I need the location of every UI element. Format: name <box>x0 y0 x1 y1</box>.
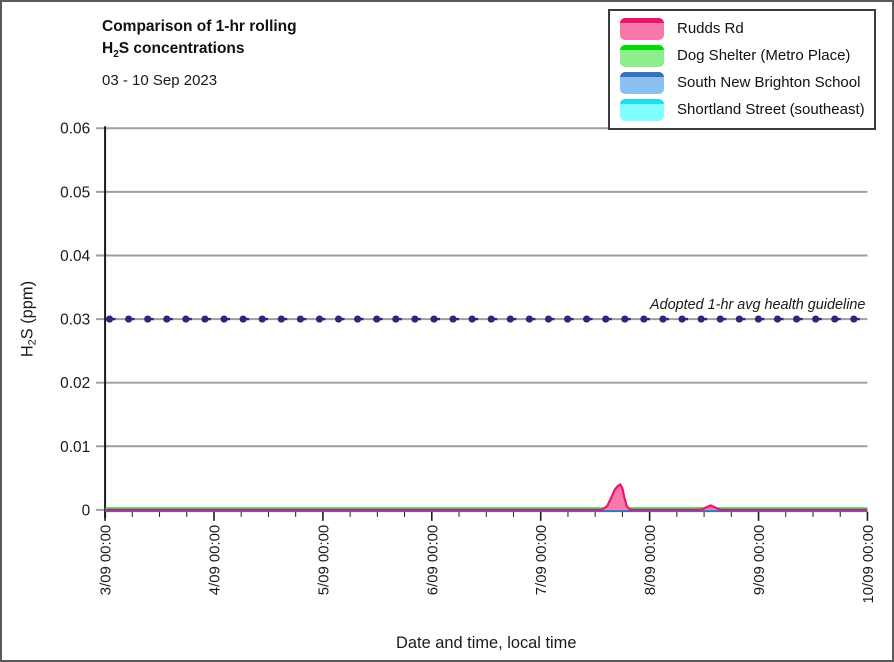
svg-text:0.04: 0.04 <box>60 248 90 265</box>
svg-text:10/09 00:00: 10/09 00:00 <box>861 525 877 604</box>
legend-swatch <box>620 44 664 67</box>
svg-text:0.05: 0.05 <box>60 184 90 201</box>
x-axis-ticks <box>104 511 869 521</box>
svg-text:7/09 00:00: 7/09 00:00 <box>534 525 550 595</box>
y-gridlines <box>96 127 868 511</box>
chart-title-block: Comparison of 1-hr rolling H2S concentra… <box>102 16 297 89</box>
legend-label: Shortland Street (southeast) <box>677 101 865 118</box>
svg-text:5/09 00:00: 5/09 00:00 <box>316 525 332 595</box>
chart-title-line1: Comparison of 1-hr rolling <box>102 18 297 35</box>
svg-text:0.01: 0.01 <box>60 439 90 456</box>
legend-item-1: Rudds Rd <box>620 16 864 41</box>
legend-label: South New Brighton School <box>677 74 861 91</box>
data-series <box>105 482 868 513</box>
series-line-0 <box>105 482 868 512</box>
legend-item-2: Dog Shelter (Metro Place) <box>620 43 864 68</box>
y-axis-tick-labels: 0 0.01 0.02 0.03 0.04 0.05 0.06 <box>60 121 90 520</box>
x-axis-title: Date and time, local time <box>396 634 576 652</box>
svg-text:4/09 00:00: 4/09 00:00 <box>207 525 223 595</box>
legend-swatch <box>620 98 664 121</box>
chart-legend: Rudds Rd Dog Shelter (Metro Place) South N… <box>608 9 876 130</box>
series-line-3 <box>105 504 868 511</box>
health-guideline-label: Adopted 1-hr avg health guideline <box>649 297 865 313</box>
legend-item-4: Shortland Street (southeast) <box>620 97 865 122</box>
legend-label: Rudds Rd <box>677 20 744 37</box>
legend-item-3: South New Brighton School <box>620 70 864 95</box>
x-axis-tick-labels: 3/09 00:00 4/09 00:00 5/09 00:00 6/09 00:00… <box>99 525 877 604</box>
chart-date-range: 03 - 10 Sep 2023 <box>102 72 218 90</box>
y-axis-title: H2S (ppm) <box>19 281 39 357</box>
legend-swatch <box>620 71 664 94</box>
legend-swatch <box>620 17 664 40</box>
svg-text:6/09 00:00: 6/09 00:00 <box>425 525 441 595</box>
svg-text:3/09 00:00: 3/09 00:00 <box>99 525 115 595</box>
svg-text:0.06: 0.06 <box>60 121 90 138</box>
svg-text:0: 0 <box>82 502 91 519</box>
svg-text:0.02: 0.02 <box>60 375 90 392</box>
legend-label: Dog Shelter (Metro Place) <box>677 47 851 64</box>
health-guideline-line <box>105 315 866 323</box>
svg-text:9/09 00:00: 9/09 00:00 <box>752 525 768 595</box>
svg-text:8/09 00:00: 8/09 00:00 <box>643 525 659 595</box>
svg-text:0.03: 0.03 <box>60 312 90 329</box>
series-area-0 <box>105 484 868 510</box>
chart-title-line2: H2S concentrations <box>102 40 245 61</box>
